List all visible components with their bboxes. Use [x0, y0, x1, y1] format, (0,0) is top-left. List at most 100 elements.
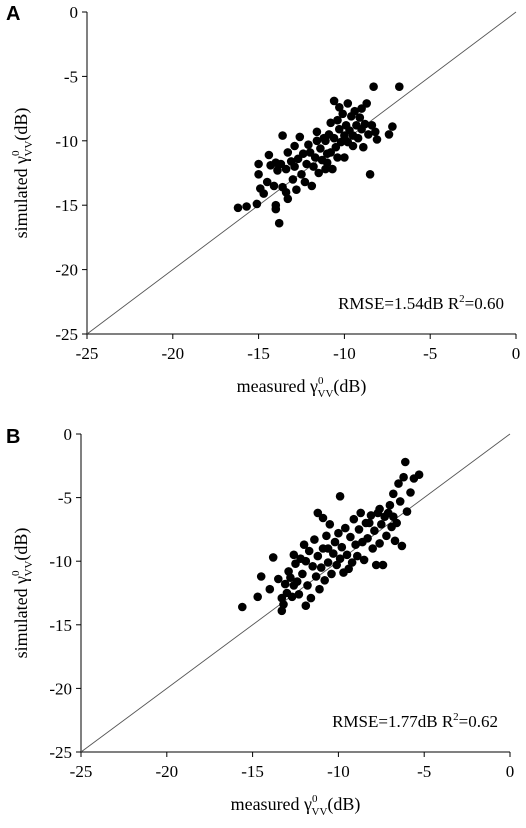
y-axis-title-unit: (dB) — [11, 528, 32, 561]
data-point — [310, 153, 320, 162]
data-point — [402, 507, 412, 516]
y-tick-label: -15 — [49, 616, 72, 635]
x-tick-label: 0 — [506, 762, 515, 781]
data-point — [271, 200, 281, 210]
x-axis-title-sub: VV — [312, 806, 328, 818]
y-tick-label: -10 — [55, 132, 78, 151]
data-point — [233, 203, 243, 213]
data-point — [310, 535, 319, 544]
data-point — [333, 115, 342, 125]
x-tick-label: -10 — [327, 762, 350, 781]
data-point — [406, 488, 415, 497]
data-point — [301, 556, 311, 566]
y-tick-label: -20 — [55, 261, 78, 280]
data-point — [341, 523, 350, 533]
x-tick-label: 0 — [512, 344, 521, 363]
data-point — [290, 141, 299, 151]
data-point — [353, 551, 362, 561]
data-point — [377, 520, 386, 529]
data-point — [378, 560, 388, 570]
data-point — [338, 109, 348, 119]
data-point — [316, 144, 325, 153]
data-point — [279, 600, 288, 609]
x-axis-title-sub: VV — [318, 388, 334, 400]
x-tick-label: -10 — [333, 344, 356, 363]
data-point — [288, 175, 298, 184]
y-axis-title-sup: 0 — [10, 570, 22, 576]
y-tick-label: -20 — [49, 679, 72, 698]
data-point — [349, 514, 359, 524]
data-point — [364, 130, 373, 139]
data-point — [321, 136, 330, 146]
data-point — [353, 133, 363, 143]
data-point — [371, 560, 381, 570]
data-point — [348, 141, 358, 151]
x-tick-label: -20 — [155, 762, 178, 781]
data-point — [313, 551, 323, 561]
data-point — [385, 500, 395, 510]
panel-a: A -25 -20 -15 -10 -5 0 -25 -20 -15 -10 -5 0 RMSE=1.5… — [6, 3, 520, 400]
data-point — [238, 602, 247, 612]
data-point — [335, 124, 344, 134]
data-point — [362, 99, 372, 108]
x-tick-label: -25 — [76, 344, 99, 363]
y-axis-title-base: simulated — [11, 584, 31, 659]
data-point — [312, 127, 322, 137]
data-point — [304, 546, 314, 556]
data-point — [292, 185, 301, 194]
data-point — [322, 158, 332, 167]
data-point — [298, 569, 307, 579]
y-axis-title-sub: VV — [23, 561, 35, 577]
data-point — [269, 181, 279, 191]
data-point — [306, 593, 316, 603]
y-tick-label: -15 — [55, 196, 78, 215]
data-point — [307, 181, 317, 191]
data-point — [344, 564, 354, 574]
data-point — [322, 531, 331, 541]
y-axis-title-unit: (dB) — [11, 108, 32, 141]
data-point — [366, 511, 376, 520]
data-point — [399, 472, 408, 482]
data-point — [367, 121, 377, 130]
data-point — [351, 540, 360, 549]
data-point — [312, 136, 322, 146]
data-point — [287, 592, 297, 602]
data-point — [370, 526, 379, 535]
stats-annotation-tail: =0.62 — [459, 712, 498, 731]
data-point — [303, 581, 312, 590]
data-point — [327, 569, 336, 579]
y-tick-label: -25 — [49, 743, 72, 762]
stats-annotation-sup: 2 — [459, 293, 465, 305]
data-point — [329, 133, 339, 143]
panel-b: B -25 -20 -15 -10 -5 0 -25 -20 -15 -10 -5 0 RMSE=1.7… — [6, 425, 514, 818]
data-point — [286, 573, 295, 582]
stats-annotation: RMSE=1.54dB R2=0.60 — [338, 293, 504, 313]
data-point — [262, 177, 272, 187]
data-point — [337, 542, 347, 552]
data-point — [354, 525, 364, 534]
y-tick-label: -25 — [55, 325, 78, 344]
stats-annotation: RMSE=1.77dB R2=0.62 — [332, 711, 498, 731]
data-point — [315, 584, 324, 594]
data-point — [281, 164, 291, 174]
data-point — [375, 539, 384, 548]
data-point — [395, 82, 404, 91]
data-point — [323, 544, 333, 553]
panel-letter-b: B — [6, 426, 20, 448]
y-axis-title: simulated γ0VV(dB) — [10, 528, 35, 659]
data-point — [343, 99, 353, 108]
data-point — [264, 150, 274, 160]
x-tick-label: -20 — [161, 344, 184, 363]
data-point — [365, 518, 374, 528]
data-point — [394, 479, 403, 488]
data-point — [309, 162, 318, 171]
x-axis-title-sup: 0 — [318, 375, 324, 387]
data-point — [340, 153, 349, 162]
data-point — [283, 194, 293, 204]
data-point — [334, 528, 343, 538]
panel-letter-a: A — [6, 3, 20, 25]
data-point — [332, 560, 342, 570]
data-point — [388, 122, 397, 131]
data-point — [382, 531, 391, 541]
